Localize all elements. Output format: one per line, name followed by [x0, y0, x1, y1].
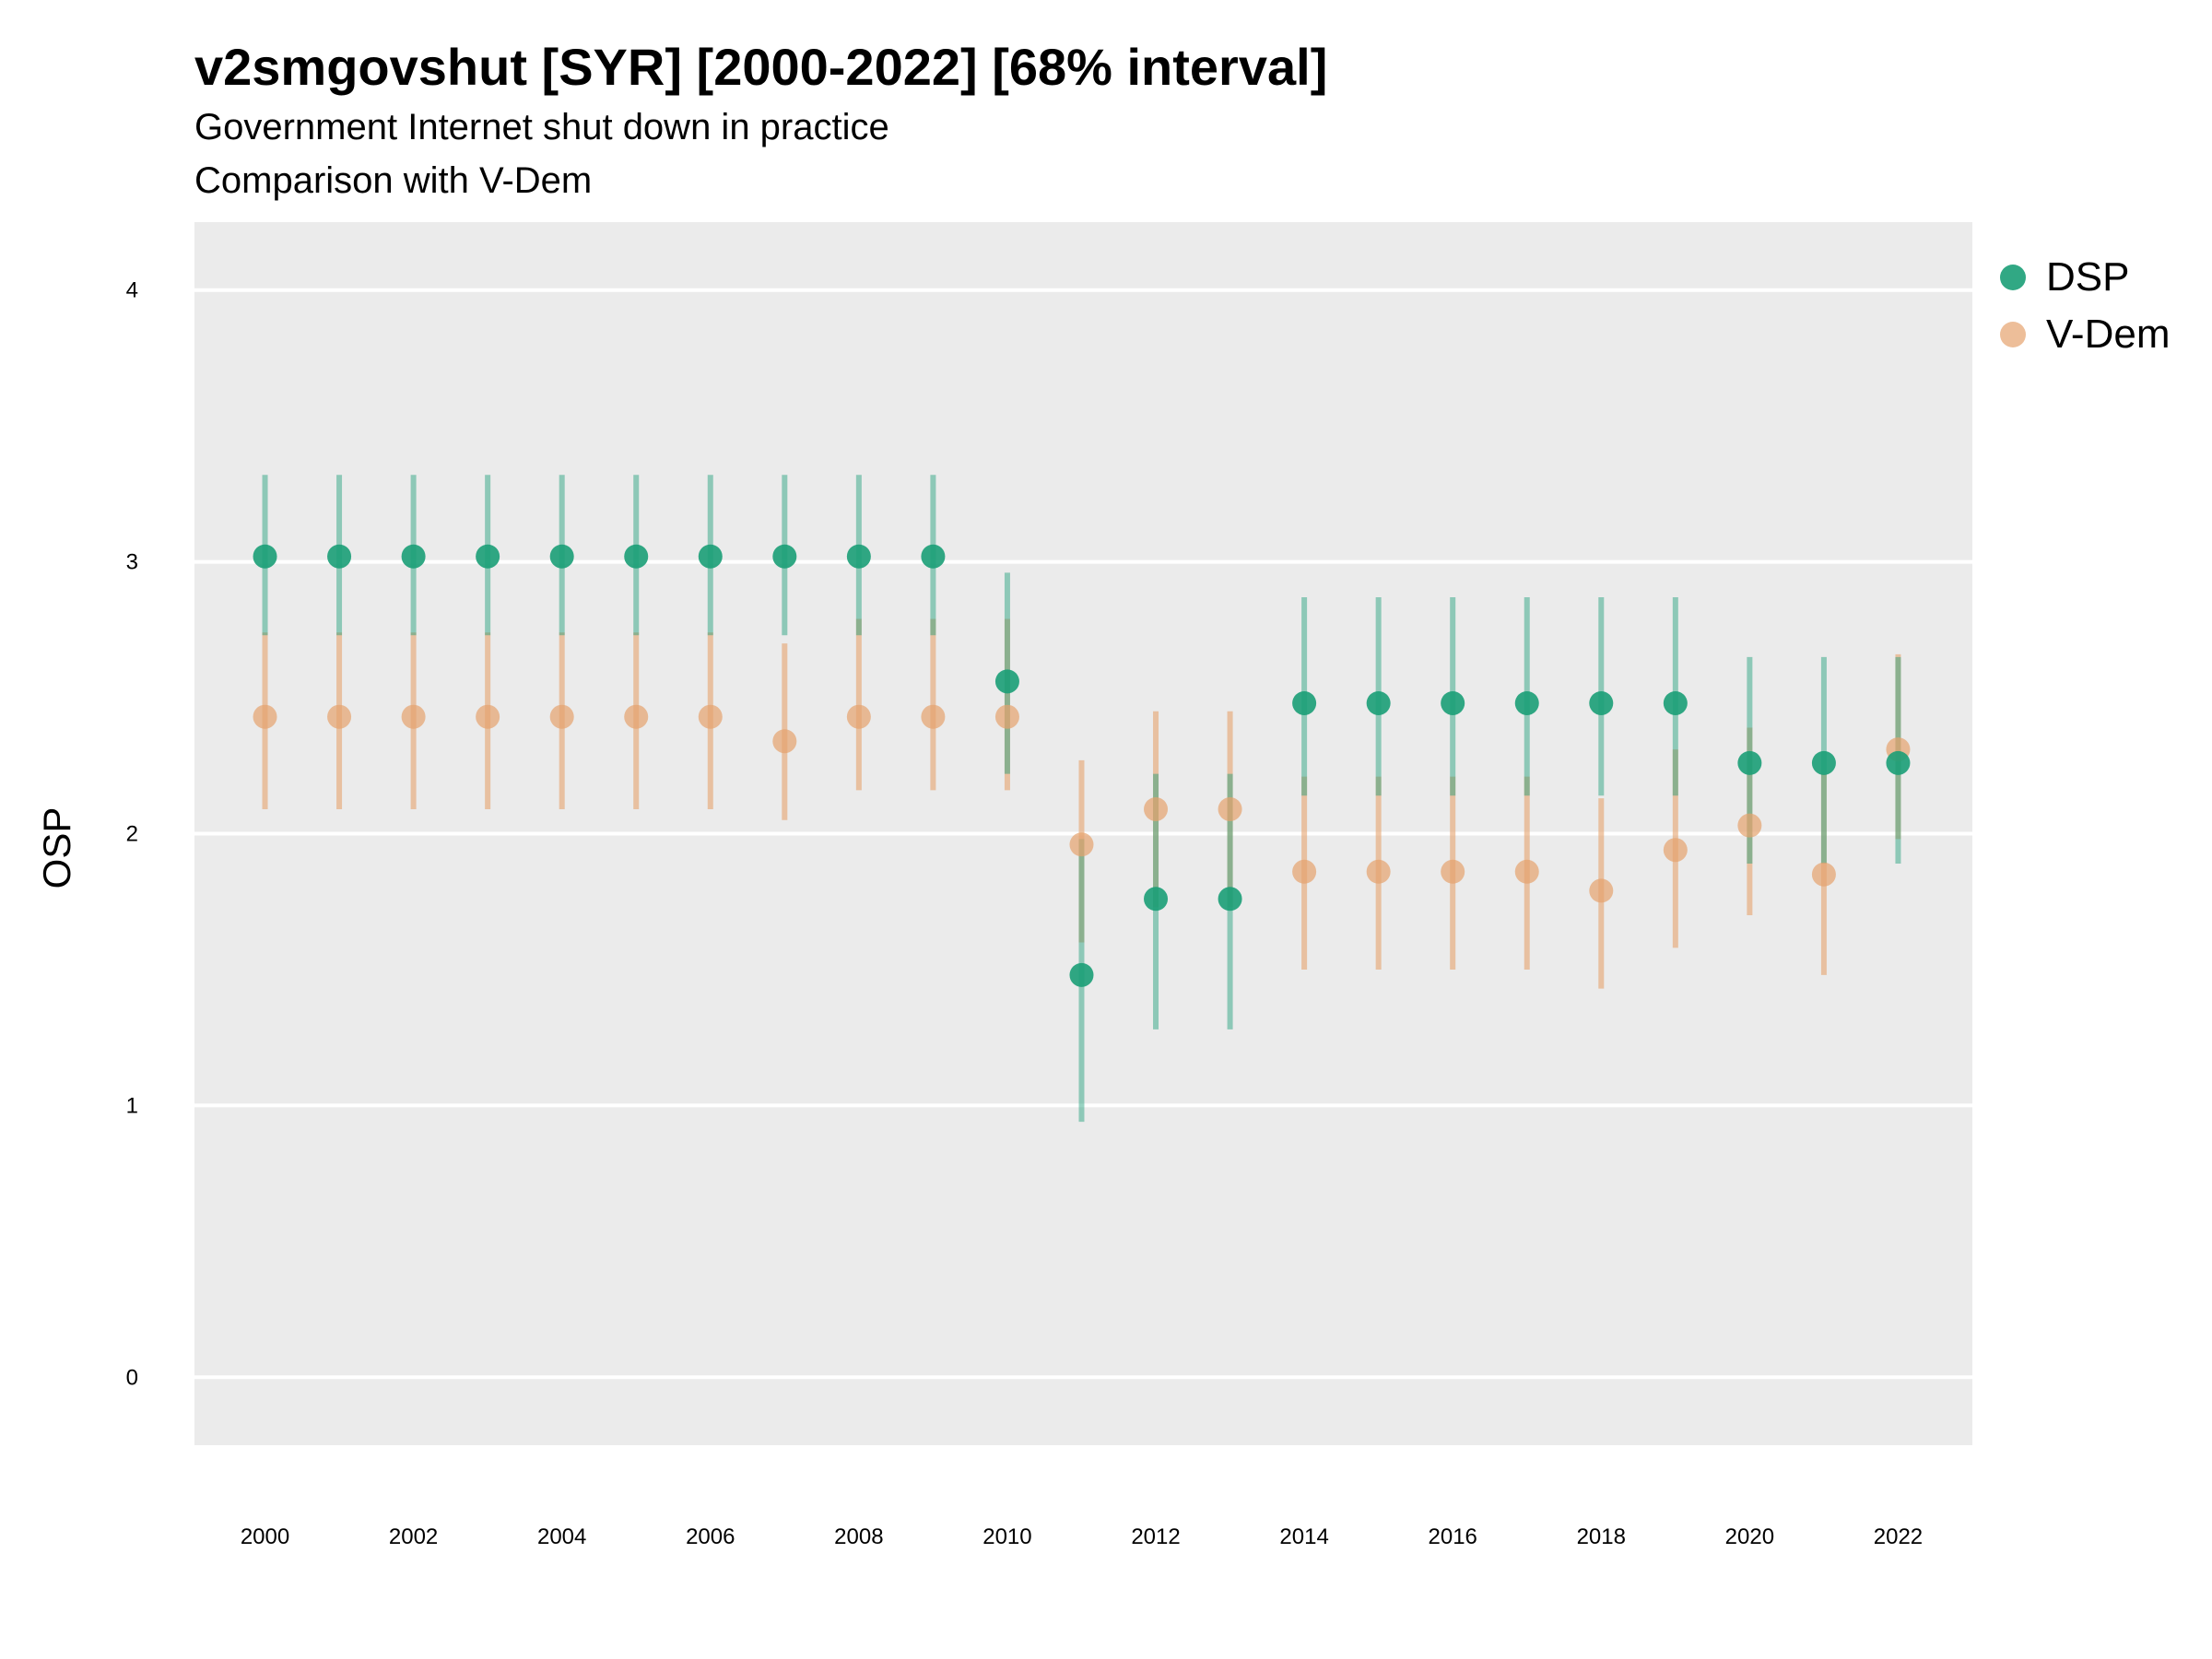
y-tick-label: 2	[126, 822, 138, 847]
x-tick-label: 2006	[686, 1524, 735, 1549]
y-tick-label: 1	[126, 1093, 138, 1118]
point-dsp	[1144, 887, 1169, 912]
legend-item-vdem: V-Dem	[2000, 306, 2170, 363]
point-dsp	[1811, 750, 1836, 775]
point-dsp	[1292, 690, 1317, 715]
legend-label-dsp: DSP	[2046, 254, 2130, 300]
x-tick-label: 2010	[982, 1524, 1031, 1549]
point-dsp	[772, 544, 797, 569]
point-dsp	[1366, 690, 1391, 715]
point-dsp	[846, 544, 871, 569]
point-v-dem	[1366, 859, 1391, 884]
legend-item-dsp: DSP	[2000, 249, 2170, 306]
point-v-dem	[994, 704, 1019, 729]
chart-subtitle-2: Comparison with V-Dem	[194, 160, 593, 201]
point-dsp	[1589, 690, 1614, 715]
point-v-dem	[253, 704, 277, 729]
point-v-dem	[401, 704, 426, 729]
point-v-dem	[549, 704, 574, 729]
legend-label-vdem: V-Dem	[2046, 312, 2171, 357]
point-v-dem	[1441, 859, 1465, 884]
point-dsp	[624, 544, 649, 569]
point-dsp	[1441, 690, 1465, 715]
point-v-dem	[327, 704, 352, 729]
x-tick-label: 2004	[537, 1524, 586, 1549]
point-dsp	[327, 544, 352, 569]
y-tick-label: 0	[126, 1365, 138, 1390]
point-dsp	[994, 669, 1019, 694]
x-tick-label: 2022	[1874, 1524, 1923, 1549]
point-v-dem	[1663, 838, 1688, 863]
point-dsp	[1218, 887, 1242, 912]
x-tick-label: 2016	[1429, 1524, 1477, 1549]
x-tick-label: 2018	[1577, 1524, 1626, 1549]
point-dsp	[401, 544, 426, 569]
point-dsp	[698, 544, 723, 569]
chart-title: v2smgovshut [SYR] [2000-2022] [68% inter…	[194, 38, 1328, 96]
legend: DSP V-Dem	[2000, 249, 2170, 363]
x-tick-label: 2020	[1725, 1524, 1774, 1549]
point-dsp	[1069, 962, 1094, 987]
point-v-dem	[1514, 859, 1539, 884]
point-dsp	[253, 544, 277, 569]
point-dsp	[549, 544, 574, 569]
point-v-dem	[846, 704, 871, 729]
point-v-dem	[1218, 796, 1242, 821]
y-tick-label: 3	[126, 550, 138, 575]
x-tick-label: 2014	[1279, 1524, 1328, 1549]
point-dsp	[1514, 690, 1539, 715]
chart-subtitle: Government Internet shut down in practic…	[194, 107, 889, 147]
x-tick-label: 2008	[834, 1524, 883, 1549]
point-dsp	[921, 544, 946, 569]
point-v-dem	[1811, 862, 1836, 887]
x-tick-label: 2002	[389, 1524, 438, 1549]
point-v-dem	[1069, 832, 1094, 857]
y-tick-label: 4	[126, 278, 138, 303]
point-dsp	[1886, 750, 1911, 775]
point-v-dem	[921, 704, 946, 729]
point-dsp	[476, 544, 500, 569]
point-v-dem	[1589, 878, 1614, 903]
point-dsp	[1663, 690, 1688, 715]
point-dsp	[1737, 750, 1762, 775]
legend-swatch-vdem	[2000, 322, 2026, 347]
x-tick-label: 2000	[241, 1524, 289, 1549]
x-tick-label: 2012	[1131, 1524, 1180, 1549]
point-v-dem	[1737, 813, 1762, 838]
point-v-dem	[772, 729, 797, 754]
point-v-dem	[624, 704, 649, 729]
legend-swatch-dsp	[2000, 265, 2026, 290]
point-v-dem	[1144, 796, 1169, 821]
point-v-dem	[698, 704, 723, 729]
point-v-dem	[476, 704, 500, 729]
point-v-dem	[1292, 859, 1317, 884]
